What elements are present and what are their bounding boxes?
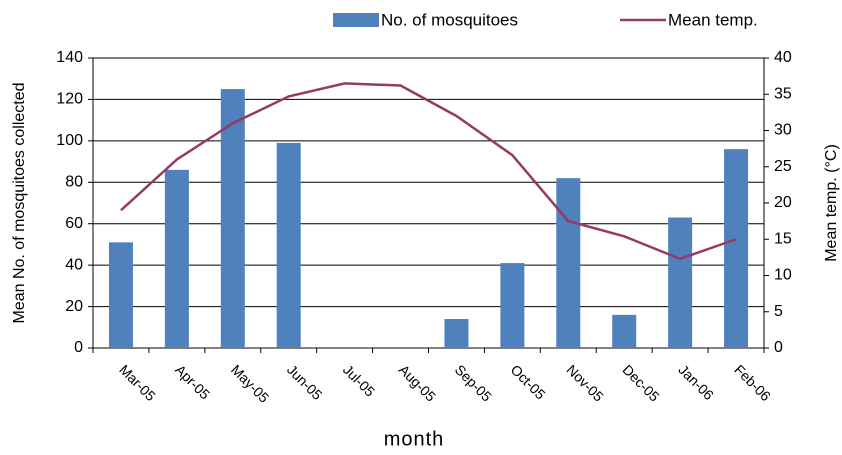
bar	[612, 314, 637, 348]
x-tick-label: Mar-05	[116, 361, 159, 404]
bar	[500, 263, 525, 348]
y2-tick-label: 20	[774, 194, 792, 211]
y2-tick-label: 25	[774, 158, 792, 175]
bar	[220, 89, 245, 349]
y2-tick-label: 0	[774, 339, 783, 356]
x-axis-title: month	[384, 428, 445, 450]
y2-tick-label: 35	[774, 85, 792, 102]
bar	[108, 242, 133, 348]
y2-tick-label: 30	[774, 122, 792, 139]
x-tick-label: Sep-05	[452, 361, 495, 404]
y2-tick-label: 15	[774, 230, 792, 247]
x-tick-label: May-05	[228, 361, 272, 405]
x-tick-label: Dec-05	[619, 361, 662, 404]
y-tick-label: 100	[56, 132, 83, 149]
x-tick-label: Apr-05	[172, 361, 213, 402]
x-tick-label: Oct-05	[508, 361, 549, 402]
bar	[276, 142, 301, 348]
y-axis-title: Mean No. of mosquitoes collected	[11, 82, 28, 323]
y-tick-label: 140	[56, 49, 83, 66]
bar	[164, 169, 189, 348]
y2-tick-label: 5	[774, 303, 783, 320]
bar	[668, 217, 693, 348]
bar	[556, 178, 581, 348]
y-tick-label: 0	[74, 339, 83, 356]
bar	[444, 319, 469, 348]
y2-axis-title: Mean temp. (°C)	[823, 144, 840, 262]
legend-label: No. of mosquitoes	[381, 10, 518, 29]
x-tick-label: Jan-06	[675, 361, 717, 403]
y-tick-label: 60	[65, 215, 83, 232]
x-tick-label: Jul-05	[340, 361, 378, 399]
y-tick-label: 40	[65, 256, 83, 273]
y-tick-label: 80	[65, 174, 83, 191]
y-tick-label: 20	[65, 298, 83, 315]
x-tick-label: Jun-05	[284, 361, 326, 403]
bar	[724, 149, 749, 348]
legend-swatch	[333, 13, 379, 27]
legend-label: Mean temp.	[668, 10, 758, 29]
x-tick-label: Nov-05	[564, 361, 607, 404]
y2-tick-label: 10	[774, 267, 792, 284]
y2-tick-label: 40	[774, 49, 792, 66]
x-tick-label: Feb-06	[731, 361, 774, 404]
line	[120, 82, 737, 261]
y-tick-label: 120	[56, 91, 83, 108]
x-tick-label: Aug-05	[396, 361, 439, 404]
